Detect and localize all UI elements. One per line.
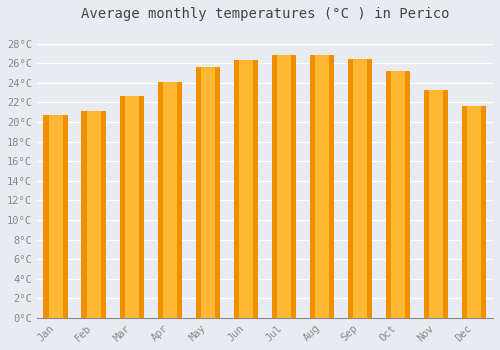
Bar: [391, 71, 405, 318]
Bar: [44, 115, 68, 318]
Bar: [348, 60, 372, 318]
Bar: [120, 96, 144, 318]
Bar: [462, 106, 486, 318]
Bar: [125, 96, 138, 318]
Bar: [82, 111, 106, 318]
Bar: [310, 56, 334, 318]
Bar: [424, 90, 448, 318]
Bar: [429, 90, 443, 318]
Bar: [196, 67, 220, 318]
Bar: [239, 61, 252, 318]
Bar: [49, 115, 62, 318]
Bar: [315, 56, 329, 318]
Bar: [353, 60, 367, 318]
Bar: [163, 82, 176, 318]
Bar: [386, 71, 410, 318]
Bar: [277, 56, 290, 318]
Bar: [467, 106, 481, 318]
Title: Average monthly temperatures (°C ) in Perico: Average monthly temperatures (°C ) in Pe…: [80, 7, 449, 21]
Bar: [201, 67, 214, 318]
Bar: [234, 61, 258, 318]
Bar: [87, 111, 101, 318]
Bar: [272, 56, 296, 318]
Bar: [158, 82, 182, 318]
